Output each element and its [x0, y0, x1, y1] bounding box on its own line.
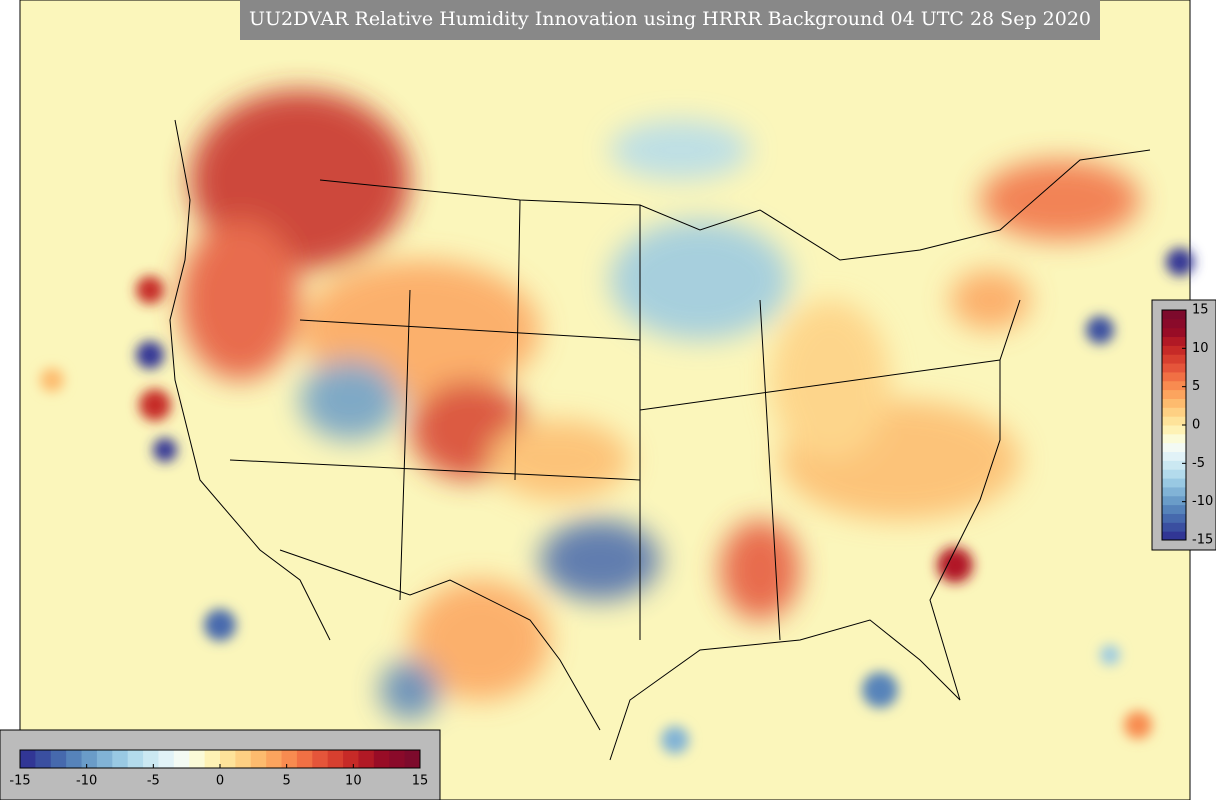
colorbar-segment — [250, 750, 267, 768]
colorbar-segment — [1162, 345, 1186, 355]
colorbar-segment — [1162, 495, 1186, 506]
colorbar-segment — [389, 750, 406, 768]
vertical-colorbar: -15 -10 -5 0 5 10 15 — [1161, 303, 1213, 548]
colorbar-segment — [1162, 336, 1186, 346]
colorbar-segment — [1162, 425, 1186, 435]
colorbar-segment — [1162, 380, 1186, 391]
colorbar-segment — [1162, 451, 1186, 461]
colorbar-tick-label: -15 — [9, 774, 30, 789]
colorbar-segment — [1162, 478, 1186, 488]
colorbar-segment — [327, 750, 344, 768]
west-coastline — [169, 119, 331, 641]
colorbar-tick-label: 5 — [1192, 379, 1200, 394]
colorbar-segment — [1162, 318, 1186, 329]
horizontal-colorbar: -15 -10 -5 0 5 10 15 — [9, 749, 429, 789]
colorbar-segment — [1162, 504, 1186, 514]
colorbar-segment — [220, 750, 236, 768]
colorbar-segment — [373, 750, 390, 768]
colorbar-tick-label: -10 — [1192, 494, 1213, 509]
colorbar-segment — [266, 750, 283, 768]
colorbar-tick-label: 10 — [1192, 341, 1209, 356]
state-lines — [229, 199, 1001, 641]
map-area — [19, 0, 1191, 800]
colorbar-segment — [1162, 371, 1186, 382]
colorbar-segment — [1162, 486, 1186, 497]
colorbar-segment — [1162, 522, 1186, 532]
colorbar-tick-label: 15 — [412, 774, 429, 789]
colorbar-segment — [158, 750, 175, 768]
colorbar-segment — [358, 750, 375, 768]
colorbar-tick-label: -5 — [147, 774, 160, 789]
east-gulf-coastline — [609, 299, 1021, 761]
innovation-field — [180, 90, 1140, 720]
colorbar-segment — [1162, 531, 1186, 541]
colorbar-segment — [1162, 433, 1186, 444]
colorbar-tick-label: -5 — [1192, 456, 1205, 471]
colorbar-segment — [66, 750, 83, 768]
colorbar-segment — [1162, 398, 1186, 408]
colorbar-segment — [1162, 442, 1186, 453]
colorbar-tick-label: 0 — [1192, 418, 1200, 433]
colorbar-segment — [173, 750, 190, 768]
northern-border — [319, 149, 1151, 261]
colorbar-segment — [127, 750, 144, 768]
colorbar-segment — [235, 750, 252, 768]
colorbar-tick-label: 15 — [1192, 303, 1209, 318]
colorbar-segment — [1162, 469, 1186, 479]
colorbar-segment — [50, 750, 67, 768]
colorbar-segment — [35, 750, 52, 768]
colorbar-segment — [143, 750, 159, 768]
colorbar-segment — [96, 750, 113, 768]
colorbar-segment — [189, 750, 206, 768]
colorbar-tick-label: -15 — [1192, 533, 1213, 548]
offshore-blobs — [40, 248, 1194, 754]
colorbar-tick-label: 5 — [283, 774, 291, 789]
colorbar-segment — [1162, 513, 1186, 523]
colorbar-tick-label: -10 — [76, 774, 97, 789]
title-box — [240, 0, 1100, 40]
colorbar-segment — [1162, 416, 1186, 426]
colorbar-tick-label: 10 — [345, 774, 362, 789]
colorbar-segment — [1162, 407, 1186, 417]
colorbar-segment — [404, 750, 421, 768]
colorbar-segment — [112, 750, 129, 768]
map-title: UU2DVAR Relative Humidity Innovation usi… — [249, 8, 1091, 30]
colorbar-tick-label: 0 — [216, 774, 224, 789]
colorbar-segment — [281, 750, 298, 768]
colorbar-segment — [1162, 363, 1186, 373]
boundaries — [169, 119, 1151, 761]
colorbar-segment — [1162, 460, 1186, 470]
colorbar-segment — [20, 750, 36, 768]
southern-border — [279, 549, 601, 731]
colorbar-segment — [1162, 310, 1186, 320]
colorbar-segment — [343, 750, 359, 768]
colorbar-segment — [1162, 354, 1186, 364]
colorbar-segment — [81, 750, 98, 768]
colorbar-segment — [204, 750, 221, 768]
colorbar-segment — [1162, 327, 1186, 338]
colorbar-segment — [1162, 389, 1186, 399]
colorbar-segment — [312, 750, 329, 768]
colorbar-segment — [296, 750, 313, 768]
